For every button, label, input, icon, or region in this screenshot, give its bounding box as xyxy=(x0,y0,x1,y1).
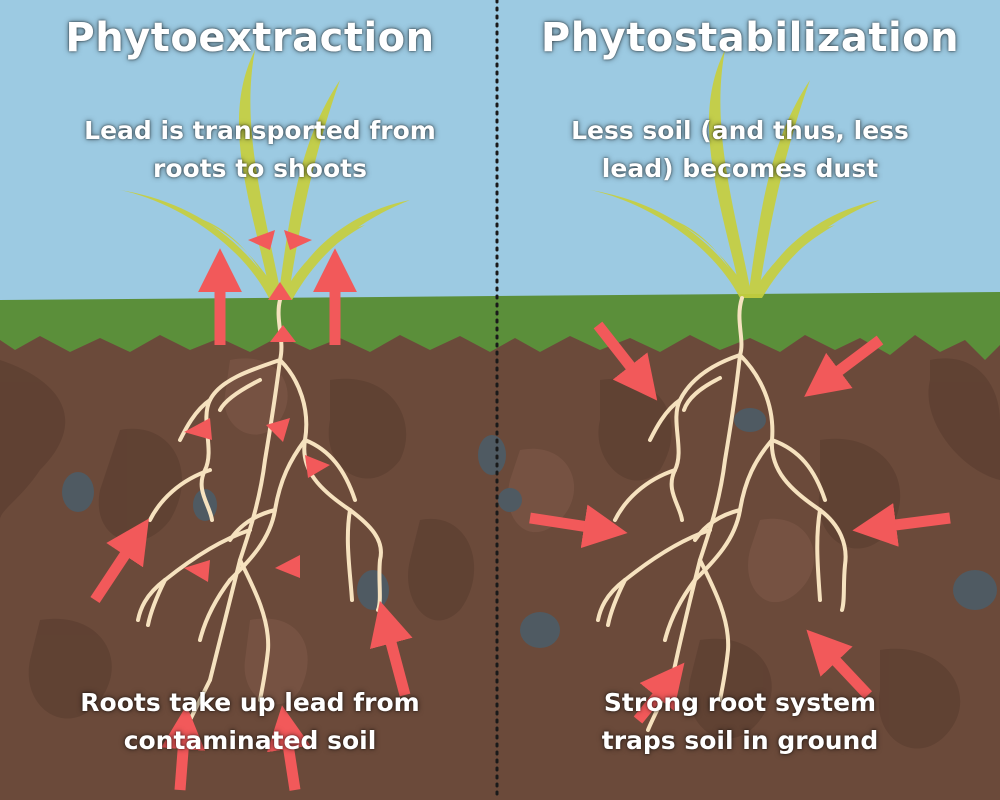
uptake-arrows-left xyxy=(90,248,413,791)
left-top-caption: Lead is transported from roots to shoots xyxy=(20,112,500,187)
left-bottom-caption: Roots take up lead from contaminated soi… xyxy=(0,684,500,759)
arrow-in-bottom-right xyxy=(806,629,873,699)
caption-line: Lead is transported from xyxy=(84,116,436,145)
transport-marker xyxy=(268,282,292,300)
transport-marker xyxy=(275,555,300,578)
soil-texture xyxy=(0,358,1000,749)
transport-marker xyxy=(284,230,312,250)
arrow-in-mid-left xyxy=(529,504,628,549)
transport-marker xyxy=(184,560,210,582)
arrow-in-bottom-left xyxy=(633,662,685,724)
compression-arrows-right xyxy=(529,321,951,724)
plant-right xyxy=(590,50,880,298)
arrow-in-top-right xyxy=(804,335,884,397)
caption-line: lead) becomes dust xyxy=(601,153,879,183)
caption-line: roots to shoots xyxy=(153,153,367,183)
caption-line: traps soil in ground xyxy=(601,725,879,755)
caption-line: Roots take up lead from xyxy=(80,688,420,717)
caption-line: Less soil (and thus, less xyxy=(571,116,909,145)
arrow-soil-bottom-right xyxy=(266,705,311,791)
arrow-soil-right xyxy=(369,600,413,697)
right-bottom-caption: Strong root system traps soil in ground xyxy=(490,684,990,759)
transport-marker xyxy=(270,325,296,342)
transport-marker xyxy=(184,418,212,440)
transport-markers xyxy=(184,230,330,582)
transport-marker xyxy=(305,455,330,478)
right-top-caption: Less soil (and thus, less lead) becomes … xyxy=(500,112,980,187)
arrow-soil-bottom-left xyxy=(161,705,206,791)
phytostabilization-title: Phytostabilization xyxy=(540,15,960,61)
phytoextraction-title: Phytoextraction xyxy=(65,15,435,61)
sky xyxy=(0,0,1000,310)
grass-band xyxy=(0,292,1000,360)
soil-texture-light xyxy=(224,358,815,705)
caption-line: Strong root system xyxy=(603,688,877,717)
arrow-in-mid-right xyxy=(852,503,951,547)
transport-marker xyxy=(266,418,290,442)
arrow-in-top-left xyxy=(593,321,658,401)
transport-marker xyxy=(248,230,275,250)
caption-line: contaminated soil xyxy=(123,725,377,755)
arrow-soil-left xyxy=(90,518,149,604)
